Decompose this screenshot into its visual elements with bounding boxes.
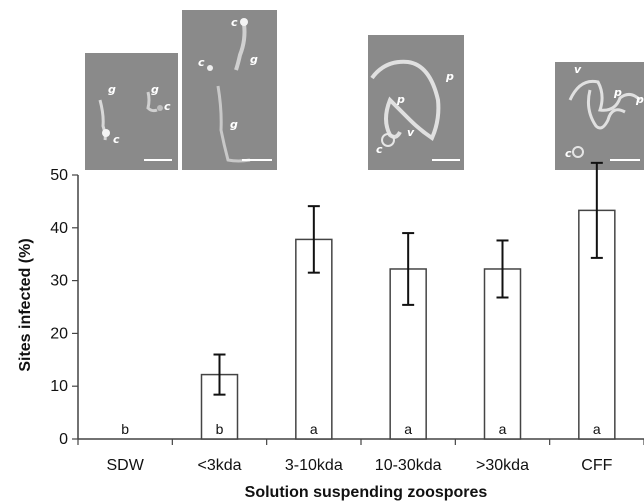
category-label: <3kda	[197, 457, 241, 474]
y-tick-label: 30	[50, 273, 68, 290]
micrograph-background	[555, 62, 644, 170]
category-label: 3-10kda	[285, 457, 343, 474]
micro-label: p	[396, 93, 405, 106]
category-label: >30kda	[476, 457, 529, 474]
micro-label: p	[613, 86, 622, 99]
micrograph-background	[368, 35, 464, 170]
micrograph-background	[85, 53, 178, 170]
hypha-shape	[568, 79, 642, 130]
significance-label: b	[121, 421, 129, 437]
y-tick-label: 20	[50, 325, 68, 342]
cyst-shape	[572, 146, 584, 158]
hypha-shape	[234, 23, 247, 71]
category-label: SDW	[107, 457, 145, 474]
micro-label: v	[574, 63, 582, 76]
y-tick-label: 0	[59, 431, 68, 448]
cyst-shape	[207, 65, 213, 71]
category-label: CFF	[581, 457, 612, 474]
hypha-shape	[370, 59, 441, 141]
bar	[578, 209, 616, 440]
cyst-shape	[102, 129, 110, 137]
micrograph-insets: g g c c c g c g p p v c	[85, 10, 644, 170]
category-labels: SDW <3kda 3-10kda 10-30kda >30kda CFF	[107, 457, 613, 474]
y-axis-title: Sites infected (%)	[17, 238, 34, 371]
significance-label: a	[404, 421, 412, 437]
micro-label: c	[565, 147, 572, 160]
y-tick-label: 50	[50, 167, 68, 184]
micro-label: c	[376, 143, 383, 156]
micrograph-4: v p p c	[555, 62, 644, 170]
y-tick-label: 10	[50, 378, 68, 395]
cyst-shape	[240, 18, 248, 26]
hypha-shape	[216, 85, 251, 163]
error-bars	[213, 161, 603, 396]
hypha-shape	[146, 91, 158, 113]
micro-label: g	[230, 118, 238, 131]
significance-label: b	[216, 421, 224, 437]
micrograph-3: p p v c	[368, 35, 464, 170]
significance-label: a	[310, 421, 318, 437]
micrograph-1: g g c c	[85, 53, 178, 170]
category-label: 10-30kda	[375, 457, 442, 474]
micro-label: v	[407, 126, 415, 139]
significance-label: a	[593, 421, 601, 437]
significance-label: a	[499, 421, 507, 437]
bar-chart: 0 10 20 30 40 50 b b a a a a SDW <3kda 3-10kda 10-30k…	[17, 161, 644, 501]
micro-label: g	[151, 83, 159, 96]
micro-label: c	[198, 56, 205, 69]
micro-label: c	[113, 133, 120, 146]
y-tick-label: 40	[50, 220, 68, 237]
vesicle-shape	[381, 133, 395, 147]
micro-label: c	[164, 100, 171, 113]
micrograph-2: c g c g	[182, 10, 277, 170]
cyst-shape	[157, 105, 163, 111]
micro-label: g	[108, 83, 116, 96]
y-ticks: 0 10 20 30 40 50	[50, 167, 78, 448]
micro-label: p	[445, 70, 454, 83]
micrograph-background	[182, 10, 277, 170]
x-axis-title: Solution suspending zoospores	[245, 484, 488, 501]
micro-label: p	[635, 93, 644, 106]
micro-label: c	[231, 16, 238, 29]
micro-label: g	[250, 53, 258, 66]
x-ticks	[77, 439, 644, 445]
